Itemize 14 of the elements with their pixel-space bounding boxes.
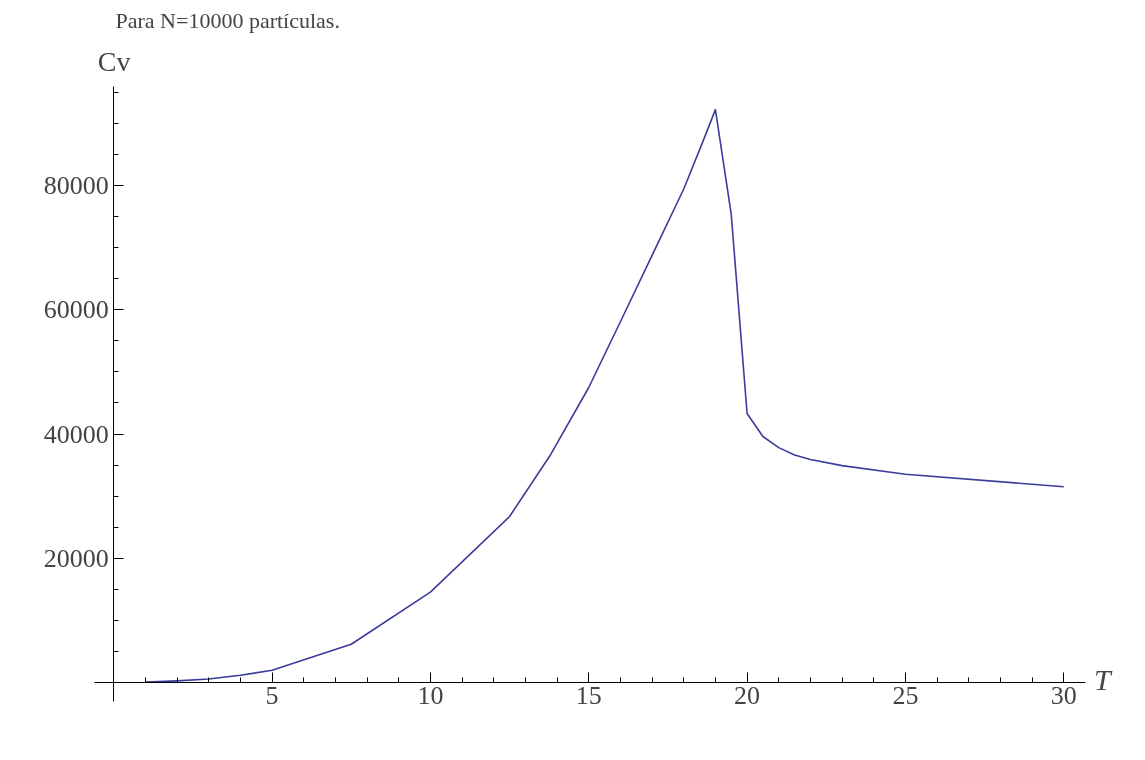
y-tick-label: 80000 bbox=[43, 171, 109, 201]
y-axis-title: Cv bbox=[97, 45, 131, 77]
y-tick-label: 40000 bbox=[43, 419, 109, 449]
x-tick-label: 15 bbox=[575, 681, 602, 711]
y-tick-label: 60000 bbox=[43, 295, 109, 325]
x-tick-label: 5 bbox=[265, 681, 279, 711]
x-tick-label: 10 bbox=[417, 681, 444, 711]
x-axis-title: T bbox=[1093, 663, 1113, 697]
x-tick-label: 30 bbox=[1050, 681, 1077, 711]
x-tick-label: 20 bbox=[734, 681, 761, 711]
chart-title: Para N=10000 partículas. bbox=[115, 7, 340, 33]
line-series bbox=[144, 108, 1065, 683]
x-tick-label: 25 bbox=[892, 681, 919, 711]
y-tick-label: 20000 bbox=[43, 543, 109, 573]
